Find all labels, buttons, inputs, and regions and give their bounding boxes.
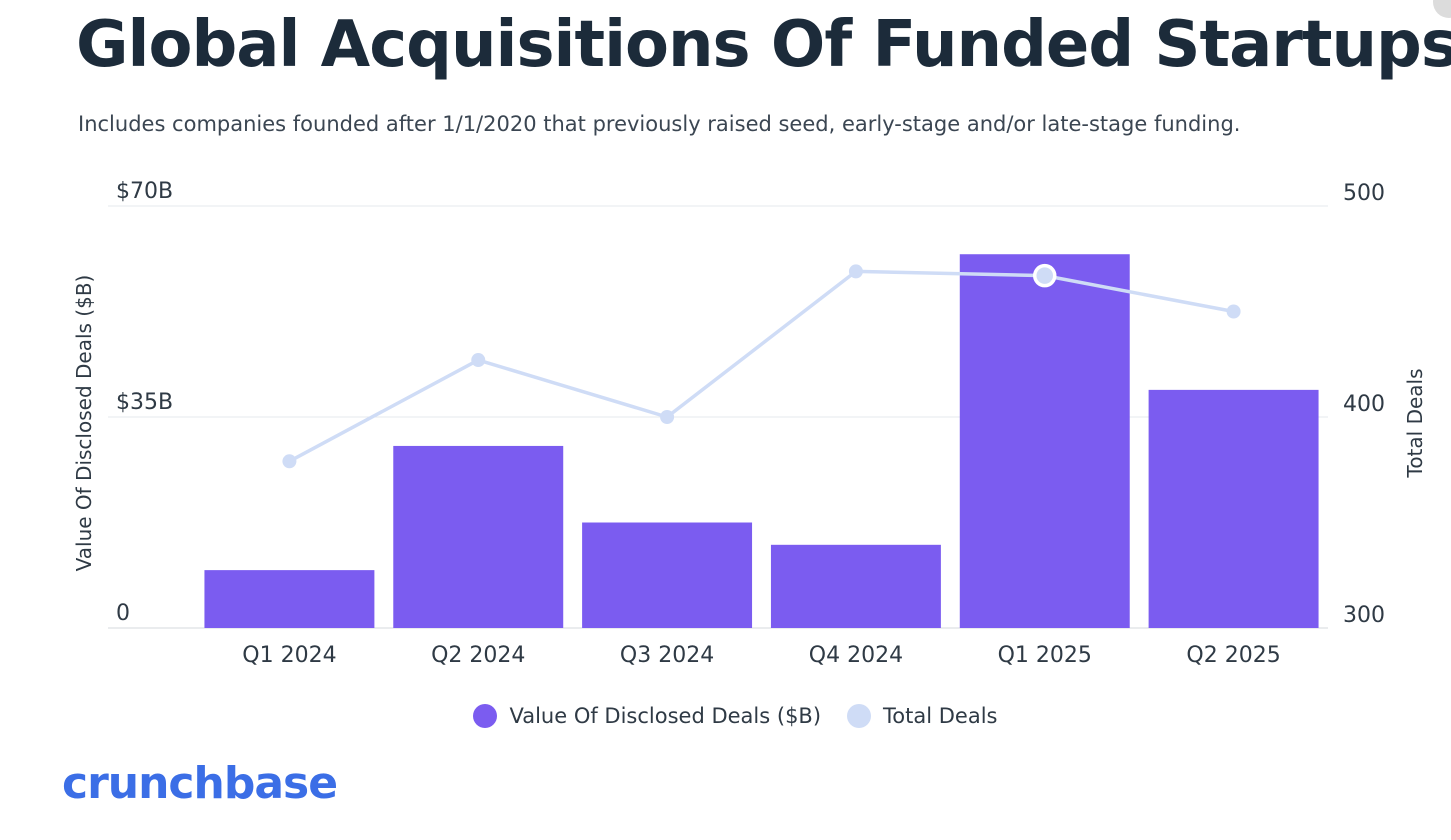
bar-q1-2025 (959, 254, 1130, 628)
bar-series (204, 254, 1319, 628)
bar-q3-2024 (582, 522, 753, 628)
total-deals-point-q3-2024 (660, 410, 675, 424)
chart-area: 0 $35B $70B 300 400 500 Value Of Disclosed Dea… (72, 179, 1427, 668)
x-tick-label: Q3 2024 (620, 643, 714, 668)
legend-item-total: Total Deals (847, 704, 998, 728)
x-tick-label: Q1 2024 (242, 643, 336, 668)
total-deals-point-q2-2024 (471, 353, 486, 368)
total-deals-line (288, 269, 1234, 463)
total-deals-point-q2-2025 (1226, 304, 1241, 319)
legend-label-value: Value Of Disclosed Deals ($B) (509, 704, 822, 728)
total-deals-point-q1-2025 (1033, 263, 1057, 288)
chart-title: Global Acquisitions Of Funded Startups (76, 8, 1451, 82)
x-tick-label: Q2 2024 (431, 643, 525, 668)
right-tick-label: 300 (1343, 603, 1385, 628)
bar-q1-2024 (204, 570, 375, 628)
legend: Value Of Disclosed Deals ($B) Total Deal… (0, 704, 1451, 728)
x-tick-label: Q2 2025 (1186, 643, 1280, 668)
axes: 0 $35B $70B 300 400 500 Value Of Disclosed Dea… (72, 179, 1427, 668)
bar-q4-2024 (770, 544, 941, 628)
right-tick-label: 500 (1343, 181, 1385, 206)
legend-swatch-value (473, 704, 498, 728)
x-tick-label: Q1 2025 (998, 643, 1092, 668)
crunchbase-logo: crunchbase (62, 758, 338, 809)
legend-swatch-total (847, 704, 872, 728)
legend-label-total: Total Deals (883, 704, 998, 728)
chart-subtitle: Includes companies founded after 1/1/202… (78, 112, 1241, 136)
line-series (282, 263, 1241, 469)
bar-q2-2025 (1148, 389, 1319, 628)
bar-q2-2024 (393, 445, 564, 628)
legend-item-value: Value Of Disclosed Deals ($B) (473, 704, 821, 728)
left-tick-label: $35B (116, 390, 173, 415)
total-deals-point-q4-2024 (848, 264, 863, 279)
left-tick-label: 0 (116, 601, 130, 626)
left-tick-label: $70B (116, 179, 173, 204)
total-deals-point-q1-2024 (282, 454, 297, 469)
x-tick-label: Q4 2024 (809, 643, 903, 668)
right-tick-label: 400 (1343, 392, 1385, 417)
right-axis-title: Total Deals (1403, 368, 1427, 478)
window-corner-decoration (1433, 0, 1451, 18)
left-axis-title: Value Of Disclosed Deals ($B) (72, 275, 96, 572)
